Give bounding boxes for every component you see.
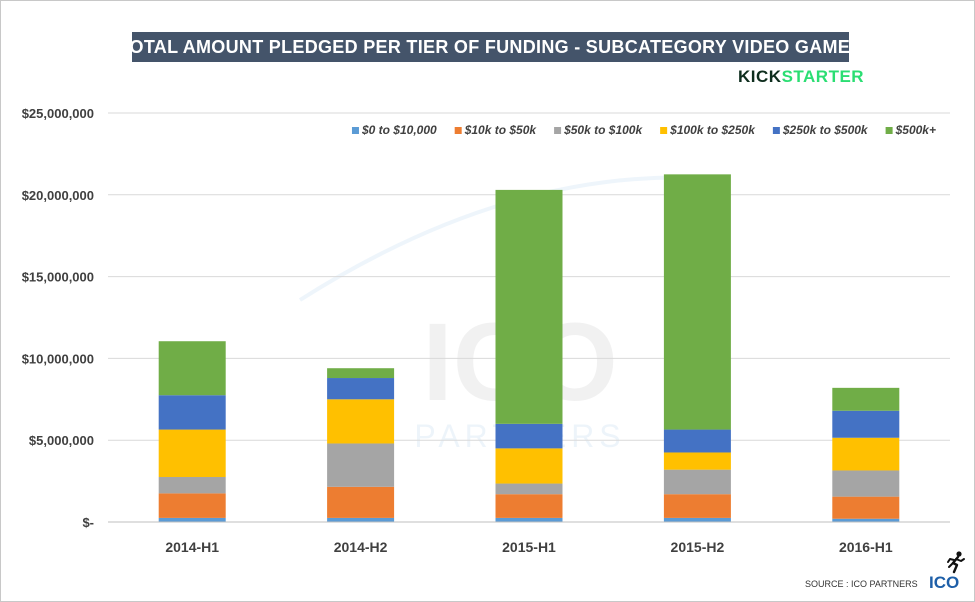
bar-2016-h1-500k bbox=[832, 387, 900, 411]
kickstarter-logo-kick: KICK bbox=[738, 67, 782, 86]
y-axis-ticks: $- $5,000,000 $10,000,000 $15,000,000 $20,00… bbox=[22, 106, 94, 530]
legend-item-100k-to-250k: $100k to $250k bbox=[660, 123, 756, 137]
bar-2014-h2-50k-to-100k bbox=[327, 443, 395, 487]
bar-2015-h2-100k-to-250k bbox=[663, 452, 731, 470]
chart-title: TOTAL AMOUNT PLEDGED PER TIER OF FUNDING… bbox=[118, 36, 863, 57]
bar-2014-h2-0-to-10-000 bbox=[327, 517, 395, 522]
bar-2015-h1-250k-to-500k bbox=[495, 423, 563, 449]
chart-title-box: TOTAL AMOUNT PLEDGED PER TIER OF FUNDING… bbox=[119, 32, 862, 62]
bar-2015-h1-10k-to-50k bbox=[495, 494, 563, 518]
bar-2014-h1-10k-to-50k bbox=[158, 493, 226, 518]
legend-swatch bbox=[454, 127, 462, 134]
legend-swatch bbox=[351, 127, 359, 134]
y-tick-label: $20,000,000 bbox=[22, 188, 94, 203]
bar-2014-h2-500k bbox=[327, 368, 395, 379]
legend-label: $10k to $50k bbox=[464, 123, 538, 137]
y-tick-label: $- bbox=[82, 515, 94, 530]
x-tick-label: 2015-H1 bbox=[502, 539, 556, 555]
legend-item-500k: $500k+ bbox=[885, 123, 936, 137]
x-tick-label: 2014-H1 bbox=[165, 539, 219, 555]
bar-2014-h1-100k-to-250k bbox=[158, 429, 226, 478]
legend-item-250k-to-500k: $250k to $500k bbox=[772, 123, 869, 137]
legend-swatch bbox=[885, 127, 893, 134]
bar-2016-h1-250k-to-500k bbox=[832, 410, 900, 438]
x-axis-ticks: 2014-H1 2014-H2 2015-H1 2015-H2 2016-H1 bbox=[165, 539, 893, 555]
bar-2015-h2-500k bbox=[663, 174, 731, 430]
runner-icon bbox=[947, 551, 965, 574]
y-tick-label: $25,000,000 bbox=[22, 106, 94, 121]
y-tick-label: $10,000,000 bbox=[22, 351, 94, 366]
bars bbox=[158, 174, 900, 522]
bar-2015-h1-50k-to-100k bbox=[495, 483, 563, 495]
legend-label: $0 to $10,000 bbox=[361, 123, 437, 137]
x-tick-label: 2015-H2 bbox=[671, 539, 725, 555]
bar-2016-h1-100k-to-250k bbox=[832, 437, 900, 471]
bar-2016-h1-50k-to-100k bbox=[832, 470, 900, 497]
bar-2015-h1-100k-to-250k bbox=[495, 448, 563, 484]
legend-label: $100k to $250k bbox=[669, 123, 756, 137]
kickstarter-logo-starter: STARTER bbox=[781, 67, 865, 86]
legend-label: $500k+ bbox=[895, 123, 936, 137]
bar-2014-h1-250k-to-500k bbox=[158, 395, 226, 430]
legend-label: $250k to $500k bbox=[782, 123, 869, 137]
legend-swatch bbox=[772, 127, 780, 134]
legend-swatch bbox=[554, 127, 562, 134]
bar-2014-h2-10k-to-50k bbox=[327, 486, 395, 518]
bar-2015-h1-500k bbox=[495, 189, 563, 424]
legend-item-50k-to-100k: $50k to $100k bbox=[554, 123, 643, 137]
bar-2015-h2-50k-to-100k bbox=[663, 469, 731, 495]
bar-2014-h1-500k bbox=[158, 341, 226, 396]
bar-2015-h2-0-to-10-000 bbox=[663, 517, 731, 522]
legend-swatch bbox=[660, 127, 668, 134]
bar-2016-h1-0-to-10-000 bbox=[832, 518, 900, 522]
legend: $0 to $10,000 $10k to $50k $50k to $100k $1… bbox=[351, 123, 936, 137]
kickstarter-logo: KICKSTARTER bbox=[738, 67, 864, 87]
bar-2014-h2-250k-to-500k bbox=[327, 378, 395, 400]
legend-item-0-to-10-000: $0 to $10,000 bbox=[351, 123, 437, 137]
bar-2014-h1-50k-to-100k bbox=[158, 477, 226, 494]
bar-2016-h1-10k-to-50k bbox=[832, 496, 900, 519]
source-caption: SOURCE : ICO PARTNERS bbox=[805, 579, 918, 589]
x-tick-label: 2016-H1 bbox=[839, 539, 893, 555]
bar-2014-h1-0-to-10-000 bbox=[158, 517, 226, 522]
y-tick-label: $15,000,000 bbox=[22, 270, 94, 285]
bar-2015-h2-250k-to-500k bbox=[663, 429, 731, 453]
legend-item-10k-to-50k: $10k to $50k bbox=[454, 123, 538, 137]
y-tick-label: $5,000,000 bbox=[29, 433, 94, 448]
ico-partners-logo: ICO bbox=[929, 573, 960, 592]
legend-label: $50k to $100k bbox=[563, 123, 643, 137]
x-tick-label: 2014-H2 bbox=[334, 539, 388, 555]
bar-2014-h2-100k-to-250k bbox=[327, 399, 395, 444]
bar-2015-h2-10k-to-50k bbox=[663, 494, 731, 518]
bar-2015-h1-0-to-10-000 bbox=[495, 517, 563, 522]
